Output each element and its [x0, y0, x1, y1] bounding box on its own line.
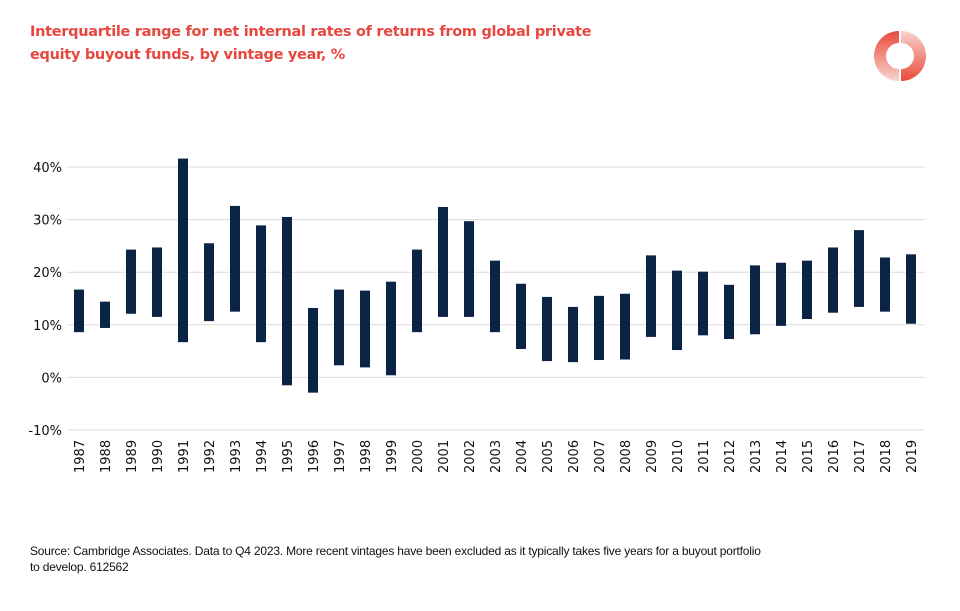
range-bar-2010 [672, 270, 682, 351]
x-tick-label: 2017 [853, 440, 868, 473]
x-tick-label: 1987 [73, 440, 88, 473]
bars [74, 158, 916, 393]
y-tick-label: 30% [33, 214, 62, 229]
range-bar-2004 [516, 283, 526, 349]
y-axis-ticks: 40% 30% 20% 10% 0% -10% [28, 161, 62, 439]
range-bar-2012 [724, 284, 734, 340]
x-tick-label: 2019 [905, 440, 920, 473]
chart-title-line-1: Interquartile range for net internal rat… [30, 24, 592, 40]
split-ring-logo-icon [874, 31, 926, 81]
range-bar-1990 [152, 247, 162, 317]
range-bar-1991 [178, 158, 188, 343]
x-tick-label: 1996 [307, 440, 322, 473]
chart-title-line-2: equity buyout funds, by vintage year, % [30, 47, 345, 63]
x-tick-label: 1999 [385, 440, 400, 473]
range-bar-2000 [412, 249, 422, 333]
x-tick-label: 1988 [99, 440, 114, 473]
y-tick-label: 20% [33, 266, 62, 281]
x-tick-label: 2008 [619, 440, 634, 473]
range-bar-1987 [74, 289, 84, 333]
x-tick-label: 2011 [697, 440, 712, 473]
x-tick-label: 1990 [151, 440, 166, 473]
x-tick-label: 2002 [463, 440, 478, 473]
x-tick-label: 2005 [541, 440, 556, 473]
range-bar-1997 [334, 289, 344, 366]
x-tick-label: 2000 [411, 440, 426, 473]
x-tick-label: 2009 [645, 440, 660, 473]
range-bar-2008 [620, 293, 630, 360]
range-bar-2018 [880, 257, 890, 312]
range-bar-1992 [204, 243, 214, 322]
x-tick-label: 2018 [879, 440, 894, 473]
range-bar-1993 [230, 205, 240, 312]
y-tick-label: 40% [33, 161, 62, 176]
x-tick-label: 1998 [359, 440, 374, 473]
range-bar-2003 [490, 260, 500, 333]
range-bar-1998 [360, 290, 370, 368]
logo-left-half [874, 31, 899, 81]
range-bar-2015 [802, 260, 812, 320]
x-tick-label: 2004 [515, 440, 530, 473]
x-tick-label: 2010 [671, 440, 686, 473]
y-tick-label: -10% [28, 424, 62, 439]
range-bar-1996 [308, 307, 318, 393]
x-tick-label: 2014 [775, 440, 790, 473]
range-bar-2016 [828, 247, 838, 313]
y-tick-label: 0% [41, 371, 62, 386]
range-bar-2005 [542, 296, 552, 362]
x-tick-label: 1994 [255, 440, 270, 473]
x-tick-label: 2003 [489, 440, 504, 473]
x-tick-label: 2001 [437, 440, 452, 473]
x-tick-label: 2015 [801, 440, 816, 473]
footnote-line-2: to develop. 612562 [30, 560, 129, 574]
x-axis-ticks: 1987 1988 1989 1990 1991 1992 1993 1994 1995 1996… [73, 440, 920, 473]
range-bar-2017 [854, 230, 864, 307]
x-tick-label: 1989 [125, 440, 140, 473]
x-tick-label: 1993 [229, 440, 244, 473]
x-tick-label: 1995 [281, 440, 296, 473]
x-tick-label: 2013 [749, 440, 764, 473]
range-bar-1999 [386, 281, 396, 376]
range-bar-2013 [750, 265, 760, 335]
source-footnote: Source: Cambridge Associates. Data to Q4… [30, 543, 930, 575]
range-bar-2014 [776, 262, 786, 326]
range-bar-1989 [126, 249, 136, 314]
x-tick-label: 2007 [593, 440, 608, 473]
range-bar-2002 [464, 221, 474, 317]
x-tick-label: 2006 [567, 440, 582, 473]
range-bar-2001 [438, 206, 448, 317]
chart: 40%30%20%10%0%-10% 1987 1988 1989 1990 1991 1… [28, 158, 925, 473]
range-bar-2006 [568, 306, 578, 363]
x-tick-label: 1997 [333, 440, 348, 473]
logo-right-half [901, 31, 926, 81]
chart-title: Interquartile range for net internal rat… [30, 21, 630, 67]
range-bar-1995 [282, 216, 292, 386]
x-tick-label: 1991 [177, 440, 192, 473]
footnote-line-1: Source: Cambridge Associates. Data to Q4… [30, 544, 761, 558]
x-tick-label: 2016 [827, 440, 842, 473]
x-tick-label: 1992 [203, 440, 218, 473]
y-tick-label: 10% [33, 319, 62, 334]
range-bar-2009 [646, 255, 656, 337]
range-bar-2019 [906, 254, 916, 324]
range-bar-1994 [256, 225, 266, 343]
range-bar-2011 [698, 271, 708, 336]
range-bar-1988 [100, 301, 110, 328]
x-tick-label: 2012 [723, 440, 738, 473]
range-bar-2007 [594, 295, 604, 361]
